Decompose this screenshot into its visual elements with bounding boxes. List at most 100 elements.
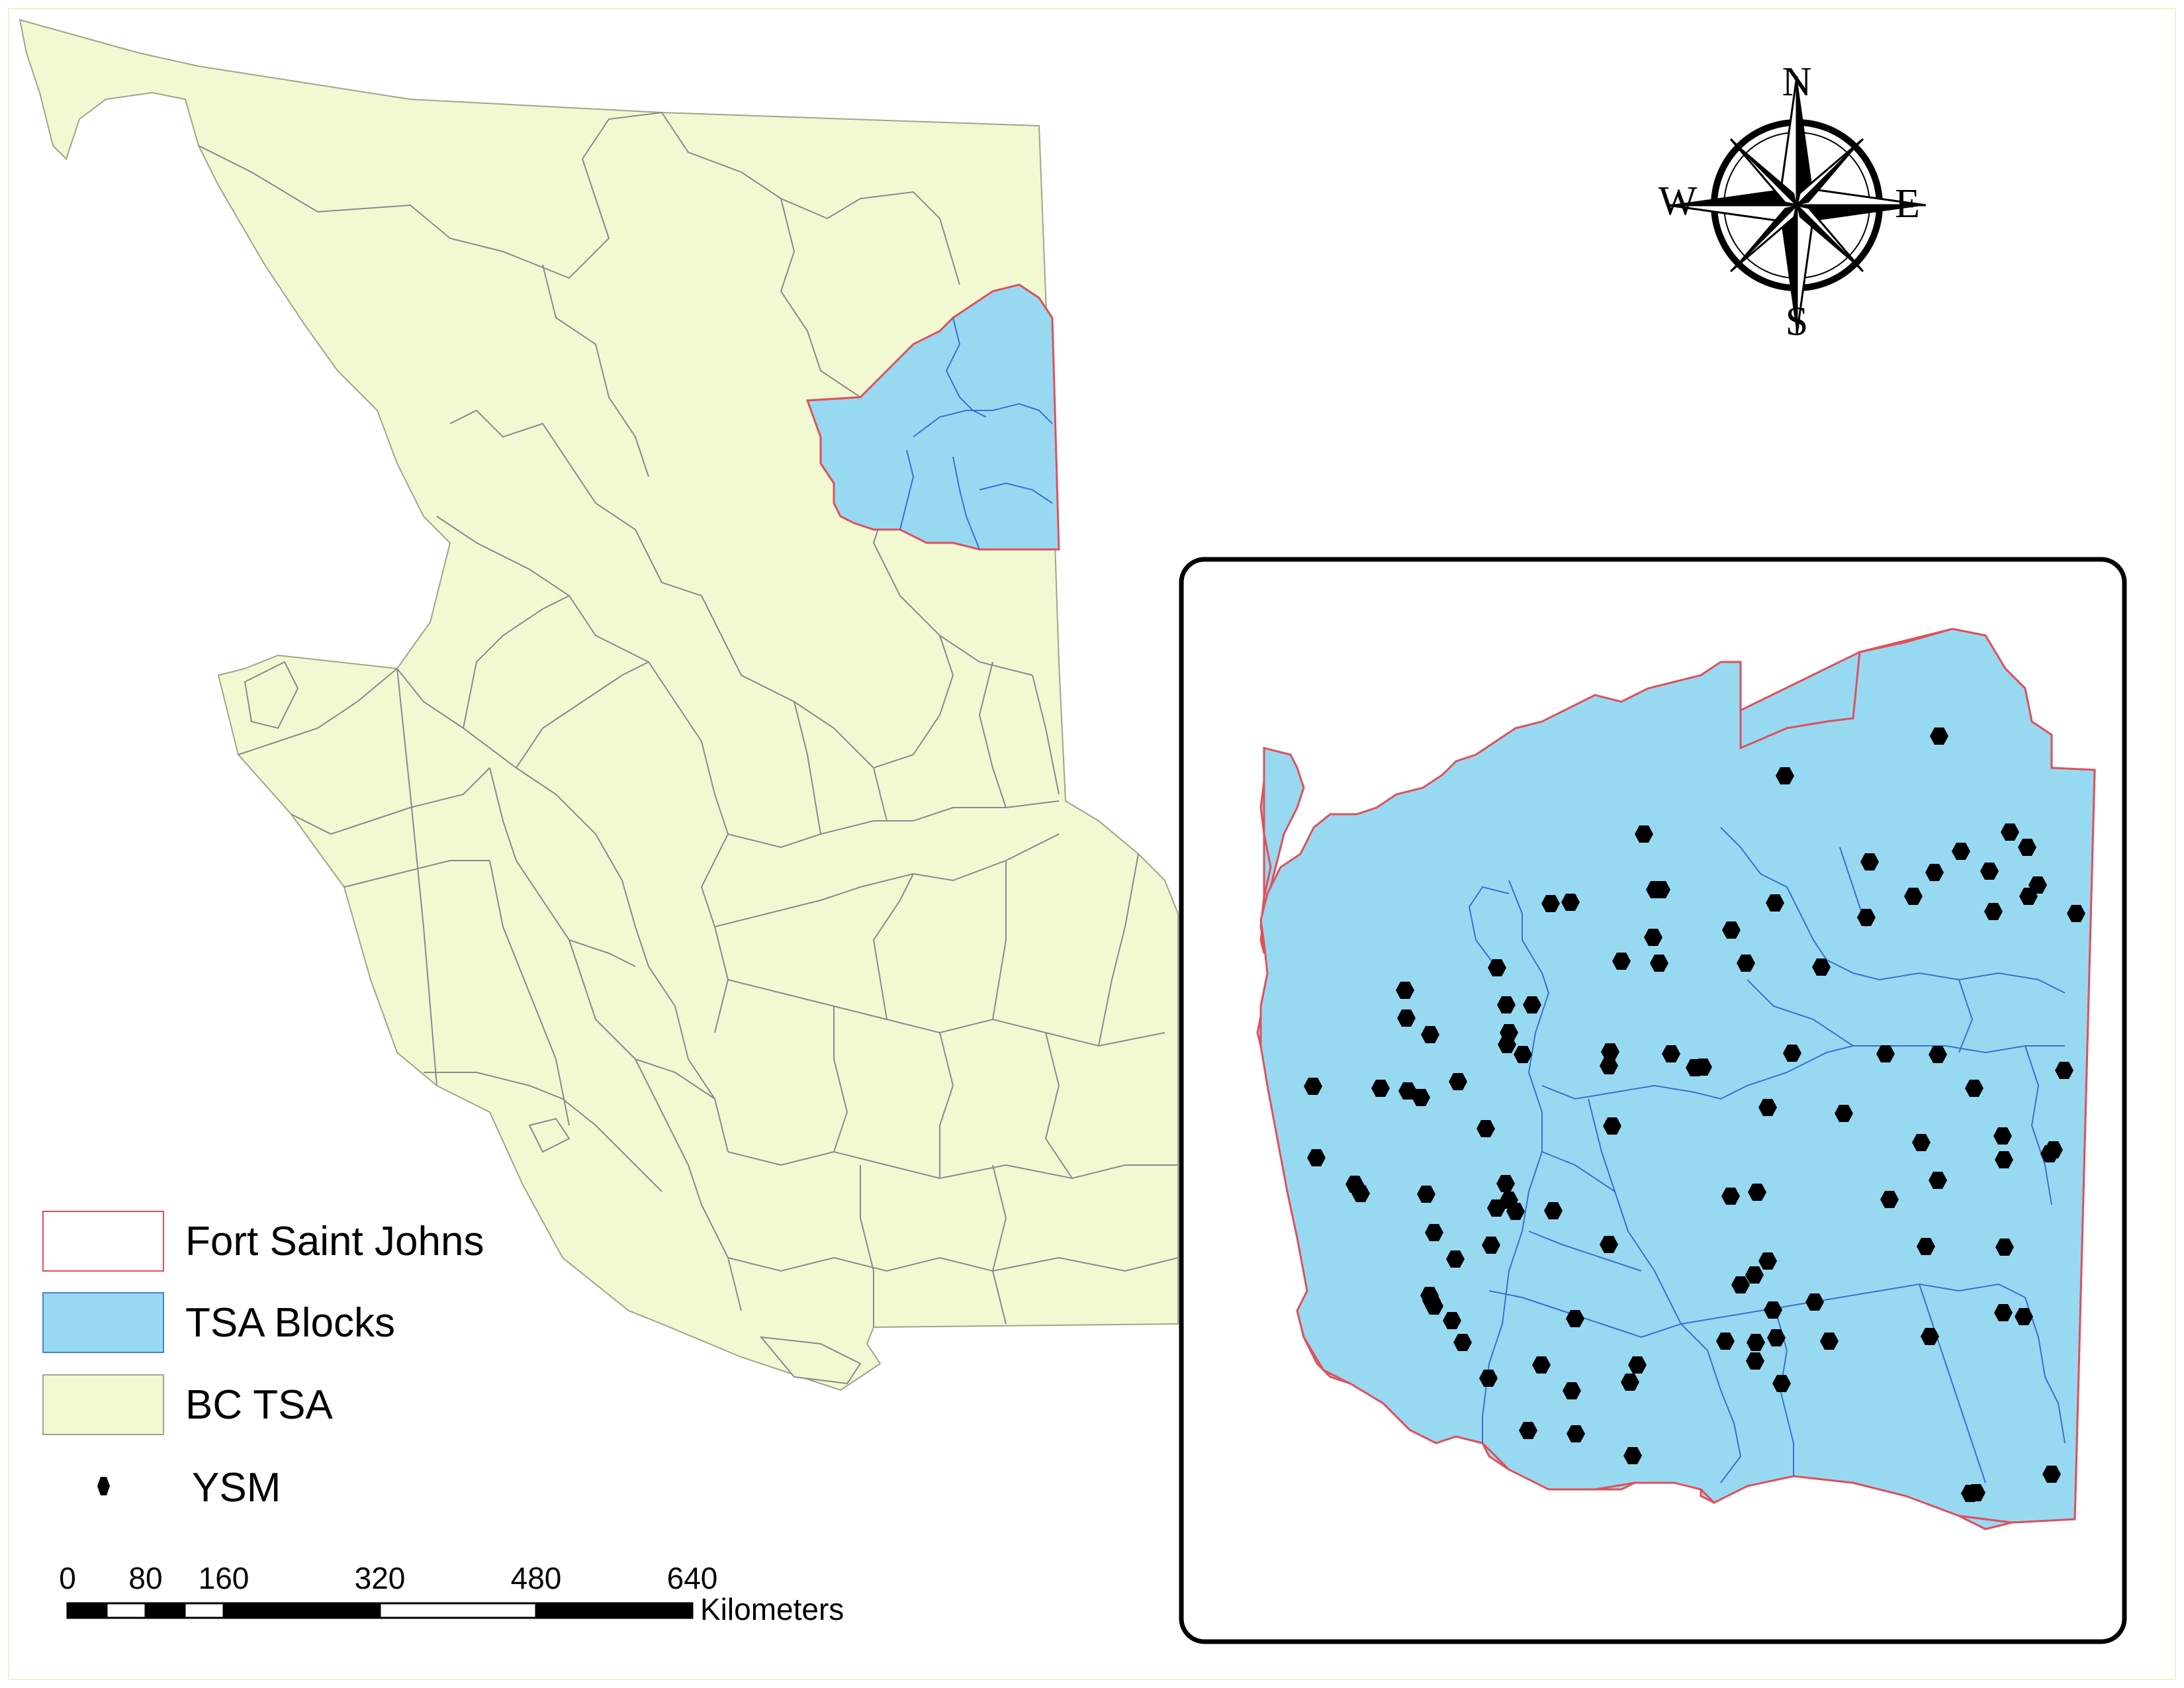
ysm-point: [2019, 888, 2038, 905]
bc-tsa-province: [19, 19, 1179, 1391]
ysm-point: [1820, 1333, 1839, 1350]
ysm-point: [1967, 1484, 1985, 1501]
ysm-point: [1747, 1334, 1765, 1351]
ysm-point: [1421, 1026, 1439, 1043]
ysm-point: [1737, 955, 1755, 972]
ysm-point: [1767, 1329, 1786, 1346]
north-arrow-icon: [1667, 75, 1927, 335]
ysm-point: [1783, 1045, 1801, 1062]
ysm-point: [1993, 1127, 2012, 1145]
ysm-point: [1417, 1186, 1435, 1203]
scale-tick-320: 320: [355, 1561, 406, 1595]
ysm-point: [1930, 727, 1948, 745]
tsa-boundaries: [198, 112, 1179, 1327]
scale-tick-480: 480: [511, 1561, 562, 1595]
ysm-point: [2001, 823, 2019, 841]
ysm-point: [1497, 996, 1516, 1013]
scale-tick-640: 640: [667, 1561, 718, 1595]
ysm-point: [1694, 1058, 1712, 1076]
ysm-point: [1746, 1352, 1764, 1370]
compass-e-label: E: [1895, 181, 1920, 226]
ysm-point: [1925, 864, 1944, 881]
scale-bar: 0 80 160 320 480 640 Kilometers: [59, 1561, 844, 1626]
ysm-point: [1482, 1237, 1500, 1254]
ysm-point: [1772, 1375, 1791, 1392]
fort-saint-johns-main: [805, 283, 1060, 551]
scale-unit-label: Kilometers: [700, 1592, 844, 1626]
ysm-point: [1500, 1024, 1518, 1041]
ysm-point: [1952, 843, 1970, 860]
legend-ysm-symbol-icon: [97, 1477, 110, 1495]
ysm-point: [1351, 1185, 1370, 1202]
ysm-point: [1425, 1297, 1443, 1315]
ysm-point: [2018, 839, 2036, 856]
compass-s-label: S: [1786, 299, 1808, 344]
legend-label-fort-saint-johns: Fort Saint Johns: [185, 1219, 484, 1264]
ysm-point: [2067, 905, 2085, 922]
inset-map: [1256, 628, 2096, 1530]
ysm-point: [1449, 1073, 1467, 1090]
ysm-point: [1544, 1202, 1563, 1219]
legend-swatch-fort-saint-johns: [42, 1211, 164, 1272]
ysm-point: [1980, 863, 1999, 880]
ysm-point: [2042, 1466, 2061, 1483]
ysm-point: [1929, 1172, 1947, 1189]
legend-swatch-tsa-blocks: [42, 1292, 164, 1353]
ysm-point: [1304, 1078, 1322, 1095]
scale-tick-160: 160: [199, 1561, 250, 1595]
ysm-point: [1541, 895, 1560, 912]
ysm-point: [1566, 1310, 1584, 1327]
ysm-point: [1745, 1266, 1764, 1284]
ysm-point: [1561, 894, 1580, 911]
ysm-point: [1506, 1203, 1525, 1220]
ysm-point: [1758, 1252, 1777, 1270]
legend-label-bc-tsa: BC TSA: [185, 1382, 333, 1428]
ysm-point: [1396, 982, 1414, 999]
ysm-point: [1766, 894, 1784, 912]
ysm-point: [1721, 1188, 1740, 1205]
ysm-point: [1446, 1250, 1465, 1268]
ysm-point: [1917, 1238, 1935, 1255]
ysm-point: [1479, 1370, 1498, 1387]
ysm-point: [1716, 1333, 1735, 1350]
ysm-point: [1965, 1080, 1983, 1097]
ysm-point: [1652, 881, 1670, 898]
ysm-point: [1812, 959, 1831, 976]
ysm-point: [1623, 1447, 1642, 1464]
compass-n-label: N: [1782, 60, 1812, 105]
ysm-point: [1984, 903, 2003, 920]
legend-swatch-bc-tsa: [42, 1374, 164, 1435]
ysm-point: [1612, 953, 1631, 970]
ysm-point: [1628, 1356, 1647, 1374]
ysm-point: [1921, 1328, 1939, 1345]
ysm-point: [1398, 1082, 1417, 1100]
ysm-point: [1635, 825, 1653, 843]
ysm-point: [1397, 1009, 1416, 1027]
ysm-point: [1514, 1046, 1532, 1063]
ysm-point: [1876, 1045, 1895, 1062]
ysm-point: [1662, 1045, 1680, 1062]
legend-label-ysm: YSM: [192, 1465, 281, 1511]
ysm-point: [1567, 1425, 1585, 1442]
ysm-point: [1764, 1301, 1782, 1319]
ysm-point: [1307, 1149, 1326, 1166]
ysm-point: [1523, 996, 1541, 1013]
ysm-point: [1477, 1120, 1495, 1137]
ysm-point: [1412, 1089, 1430, 1106]
ysm-point: [1603, 1117, 1621, 1135]
ysm-point: [1722, 921, 1741, 939]
ysm-point: [2055, 1062, 2073, 1079]
ysm-points: [1304, 727, 2085, 1502]
ysm-point: [1453, 1334, 1472, 1351]
ysm-point: [1995, 1239, 2014, 1256]
ysm-point: [1904, 888, 1923, 905]
ysm-point: [1650, 955, 1668, 972]
ysm-point: [1563, 1382, 1581, 1399]
legend-label-tsa-blocks: TSA Blocks: [185, 1300, 395, 1346]
ysm-point: [1805, 1293, 1824, 1311]
bc-tsa-map: [19, 19, 1179, 1391]
ysm-point: [1496, 1175, 1515, 1192]
ysm-point: [1835, 1105, 1853, 1122]
ysm-point: [1857, 909, 1876, 926]
